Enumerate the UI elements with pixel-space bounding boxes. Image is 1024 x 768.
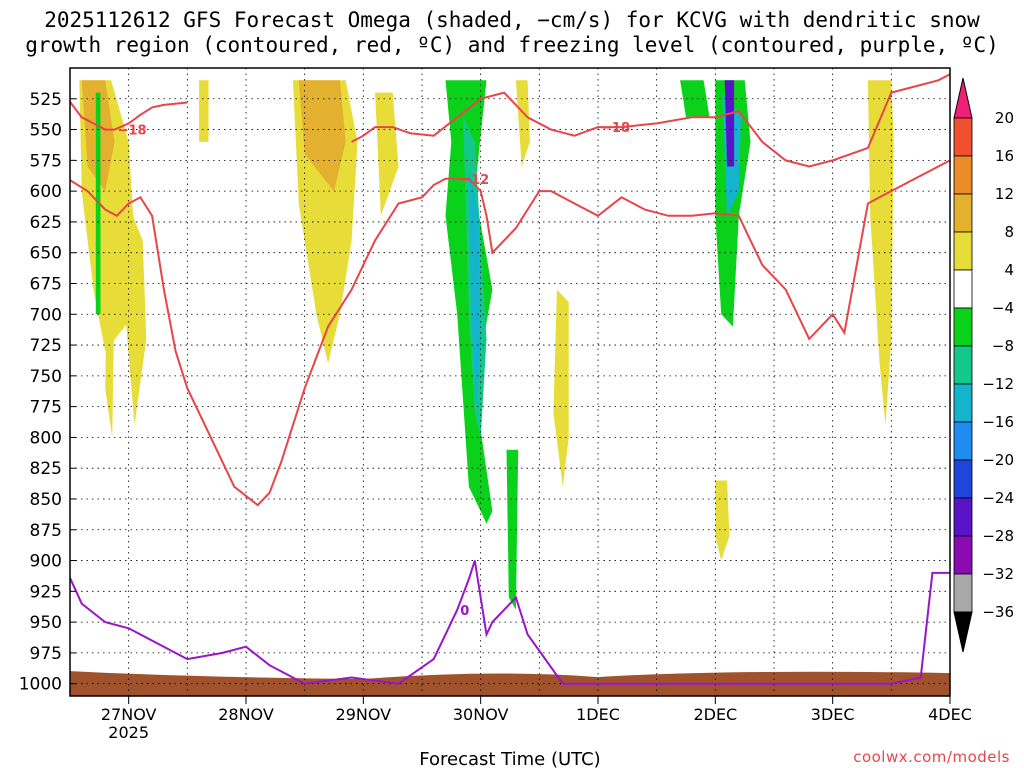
- colorbar-swatch-6: [953, 307, 973, 347]
- colorbar-label-4: 4: [1004, 261, 1014, 279]
- plot-frame: [69, 67, 951, 697]
- y-tick-850: 850: [30, 490, 62, 510]
- colorbar-label-16: 16: [995, 147, 1014, 165]
- y-tick-975: 975: [30, 644, 62, 664]
- colorbar-swatch-1: [953, 117, 973, 157]
- colorbar-swatch-12: [953, 535, 973, 575]
- contour-lines: −18 −18 −12 0: [70, 73, 950, 685]
- omega-region-1: [122, 191, 147, 426]
- colorbar-arrow-bottom: [953, 611, 973, 653]
- contour-dgz_-18: [70, 100, 188, 131]
- contour-label-dgz_-18_b: −18: [601, 121, 630, 136]
- omega-shading: [79, 80, 894, 610]
- contour-dgz_-18_b: [351, 73, 950, 168]
- y-tick-625: 625: [30, 213, 62, 233]
- omega-region-8: [515, 80, 530, 167]
- colorbar-swatch-4: [953, 231, 973, 271]
- colorbar-swatch-13: [953, 573, 973, 613]
- y-axis: 525 550 575 600 625 650 675 700 725 750 775 800 825 8…: [19, 90, 76, 695]
- contour-dgz_-12: [70, 159, 950, 507]
- omega-region-4: [199, 80, 209, 142]
- colorbar-label--36: −36: [982, 603, 1014, 621]
- x-tick-3DEC: 3DEC: [811, 705, 855, 724]
- colorbar-arrow-top: [953, 77, 973, 119]
- contour-label-dgz_-18: −18: [118, 124, 147, 139]
- colorbar-swatch-9: [953, 421, 973, 461]
- x-tick-sub-27NOV: 2025: [108, 723, 149, 742]
- colorbar-label--12: −12: [982, 375, 1014, 393]
- chart-title-line-2: growth region (contoured, red, ºC) and f…: [25, 33, 999, 57]
- colorbar-swatch-2: [953, 155, 973, 195]
- y-tick-675: 675: [30, 274, 62, 294]
- omega-region-11: [867, 80, 894, 426]
- colorbar-label-20: 20: [995, 109, 1014, 127]
- y-tick-900: 900: [30, 552, 62, 572]
- grid-lines: [70, 68, 951, 696]
- y-tick-550: 550: [30, 121, 62, 141]
- y-tick-875: 875: [30, 521, 62, 541]
- omega-region-6: [298, 80, 346, 192]
- y-tick-725: 725: [30, 336, 62, 356]
- omega-region-7: [375, 92, 399, 216]
- y-tick-650: 650: [30, 244, 62, 264]
- colorbar-swatch-8: [953, 383, 973, 423]
- x-axis-label: Forecast Time (UTC): [419, 749, 600, 768]
- y-tick-800: 800: [30, 428, 62, 448]
- colorbar-swatch-10: [953, 459, 973, 499]
- colorbar-label-8: 8: [1004, 223, 1014, 241]
- colorbar-label--28: −28: [982, 527, 1014, 545]
- omega-region-19: [724, 80, 735, 167]
- x-tick-1DEC: 1DEC: [576, 705, 620, 724]
- colorbar-label--20: −20: [982, 451, 1014, 469]
- x-tick-28NOV: 28NOV: [218, 705, 274, 724]
- y-tick-750: 750: [30, 367, 62, 387]
- y-tick-950: 950: [30, 613, 62, 633]
- contour-label-dgz_-12: −12: [460, 173, 489, 188]
- y-tick-1000: 1000: [19, 675, 62, 695]
- omega-region-15: [506, 449, 519, 610]
- colorbar: 20 16 12 8 4 −4 −8 −12 −16 −20 −24 −28 −32 −36: [953, 77, 1014, 653]
- credit-link[interactable]: coolwx.com/models: [853, 748, 1010, 766]
- y-tick-525: 525: [30, 90, 62, 110]
- y-tick-825: 825: [30, 459, 62, 479]
- omega-region-16: [680, 80, 710, 118]
- x-tick-2DEC: 2DEC: [693, 705, 737, 724]
- colorbar-label-12: 12: [995, 185, 1014, 203]
- y-tick-575: 575: [30, 151, 62, 171]
- colorbar-label--16: −16: [982, 413, 1014, 431]
- omega-region-14: [468, 166, 481, 413]
- x-tick-27NOV: 27NOV: [101, 705, 157, 724]
- colorbar-label--4: −4: [992, 299, 1014, 317]
- x-tick-4DEC: 4DEC: [928, 705, 972, 724]
- contour-label-freezing_0: 0: [460, 604, 469, 619]
- y-tick-600: 600: [30, 182, 62, 202]
- colorbar-swatch-11: [953, 497, 973, 537]
- omega-region-9: [553, 289, 569, 487]
- x-tick-30NOV: 30NOV: [453, 705, 509, 724]
- omega-region-2: [105, 240, 115, 438]
- colorbar-label--32: −32: [982, 565, 1014, 583]
- omega-region-10: [715, 480, 730, 561]
- colorbar-label--8: −8: [992, 337, 1014, 355]
- colorbar-swatch-7: [953, 345, 973, 385]
- y-tick-700: 700: [30, 305, 62, 325]
- y-tick-775: 775: [30, 398, 62, 418]
- chart-title-line-1: 2025112612 GFS Forecast Omega (shaded, −…: [44, 8, 980, 32]
- x-tick-29NOV: 29NOV: [336, 705, 392, 724]
- contour-freezing_0: [70, 560, 950, 685]
- colorbar-label--24: −24: [982, 489, 1014, 507]
- y-tick-925: 925: [30, 582, 62, 602]
- colorbar-swatch-3: [953, 193, 973, 233]
- colorbar-swatch-5: [953, 269, 973, 309]
